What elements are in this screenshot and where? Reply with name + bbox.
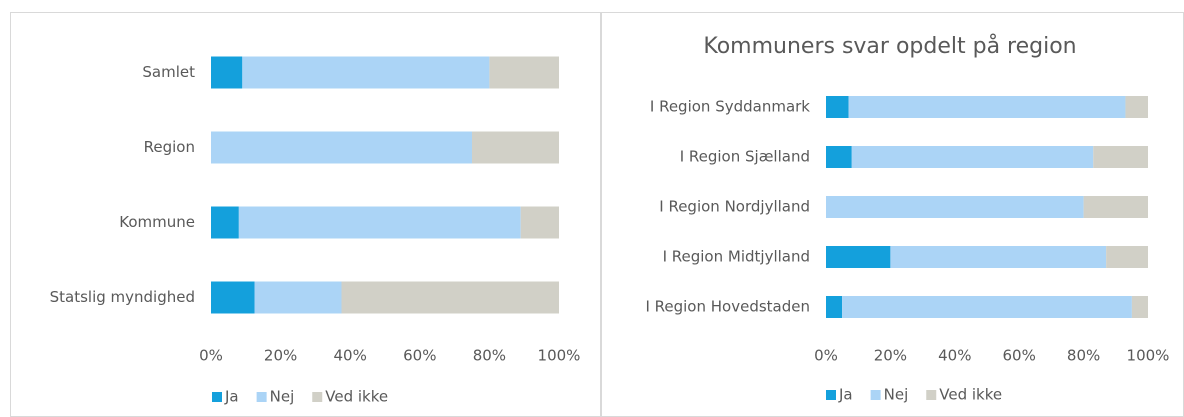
bar-segment (890, 246, 1107, 268)
legend-label: Ved ikke (939, 386, 1002, 404)
x-tick-label: 80% (473, 347, 506, 365)
x-tick-label: 0% (814, 347, 838, 365)
legend-label: Ved ikke (325, 388, 388, 406)
bar-segment (472, 131, 559, 164)
y-tick-label: Statslig myndighed (50, 288, 195, 306)
bar-segment (1083, 196, 1148, 218)
x-tick-label: 40% (334, 347, 367, 365)
bar-segment (851, 146, 1094, 168)
x-tick-label: 20% (264, 347, 297, 365)
bar-segment (842, 296, 1132, 318)
bar-segment (1131, 296, 1148, 318)
legend-swatch (312, 392, 323, 402)
chart-title: Kommuners svar opdelt på region (703, 33, 1076, 59)
bar-segment (211, 281, 255, 314)
bar-segment (211, 56, 243, 89)
bar-segment (341, 281, 559, 314)
bar-segment (1125, 96, 1148, 118)
legend-label: Ja (838, 386, 853, 404)
y-tick-label: I Region Hovedstaden (645, 298, 810, 316)
y-tick-label: Kommune (119, 213, 195, 231)
bar-segment (848, 96, 1126, 118)
y-tick-label: I Region Midtjylland (663, 248, 810, 266)
x-tick-label: 80% (1067, 347, 1100, 365)
x-tick-label: 40% (938, 347, 971, 365)
legend-swatch (926, 390, 937, 400)
y-tick-label: Region (144, 138, 195, 156)
legend-swatch (826, 390, 836, 400)
x-tick-label: 60% (403, 347, 436, 365)
bar-segment (211, 206, 239, 239)
bar-segment (1106, 246, 1148, 268)
bar-segment (1093, 146, 1148, 168)
y-tick-label: I Region Syddanmark (650, 98, 810, 116)
legend-swatch (212, 392, 222, 402)
legend-label: Nej (884, 386, 909, 404)
bar-segment (489, 56, 559, 89)
legend-label: Nej (270, 388, 295, 406)
x-tick-label: 0% (199, 347, 223, 365)
legend-swatch (256, 392, 267, 402)
bar-segment (254, 281, 342, 314)
y-tick-label: Samlet (142, 63, 195, 81)
bar-segment (520, 206, 559, 239)
x-tick-label: 20% (874, 347, 907, 365)
legend-label: Ja (224, 388, 239, 406)
bar-segment (211, 131, 472, 164)
x-tick-label: 100% (538, 347, 581, 365)
bar-segment (242, 56, 490, 89)
y-tick-label: I Region Sjælland (680, 148, 810, 166)
bar-segment (238, 206, 521, 239)
y-tick-label: I Region Nordjylland (659, 198, 810, 216)
bar-segment (826, 246, 891, 268)
x-tick-label: 100% (1127, 347, 1170, 365)
bar-segment (826, 96, 849, 118)
legend-swatch (870, 390, 881, 400)
bar-segment (826, 196, 1084, 218)
bar-segment (826, 146, 852, 168)
x-tick-label: 60% (1003, 347, 1036, 365)
bar-segment (826, 296, 843, 318)
